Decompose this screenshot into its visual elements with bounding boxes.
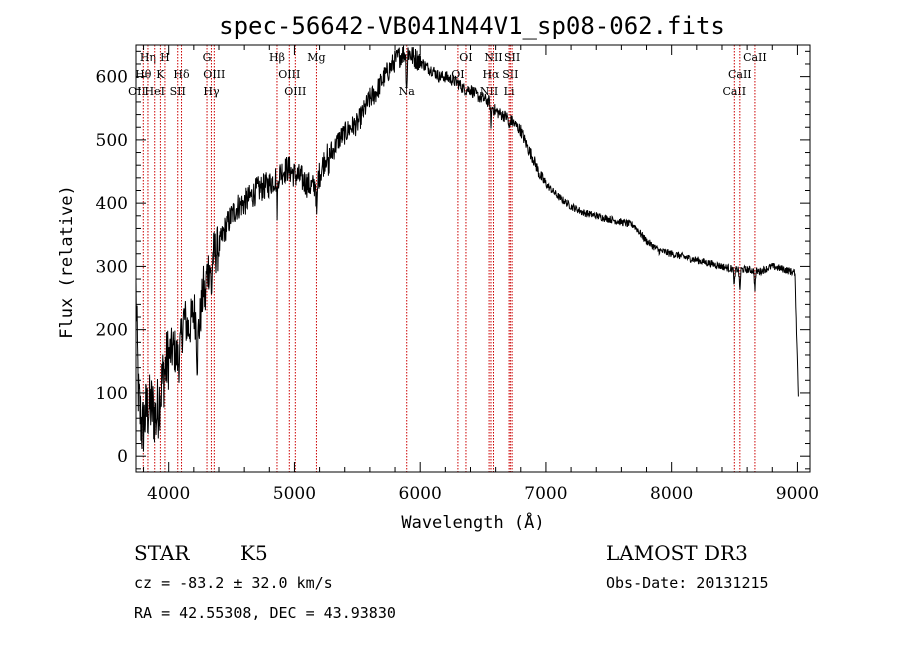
spectral-line-label: SII [504,51,520,64]
spectral-line-label: OII [128,85,146,98]
spectral-line-label: CaII [722,85,746,98]
y-tick-label: 300 [96,257,128,277]
axis-ticks: 4000 5000 6000 7000 8000 9000 0 100 200 300 400 500… [96,45,819,504]
spectral-line-label: H [160,51,170,64]
x-tick-label: 9000 [776,484,819,504]
spectral-line-label: Hβ [269,51,285,64]
observation-date: Obs-Date: 20131215 [606,574,769,592]
y-tick-label: 0 [117,447,128,467]
sky-coordinates: RA = 42.55308, DEC = 43.93830 [134,604,396,622]
spectral-line-label: G [203,51,212,64]
y-tick-label: 600 [96,68,128,88]
chart-title: spec-56642-VB041N44V1_sp08-062.fits [219,12,725,40]
spectral-line-label: OIII [284,85,306,98]
spectral-line-label: SII [170,85,186,98]
spectral-line-label: Hγ [203,85,220,98]
spectral-line-label: Li [504,85,515,98]
spectral-line-label: NII [484,51,502,64]
y-tick-label: 500 [96,131,128,151]
spectral-line-label: OIII [278,68,300,81]
spectral-line-label: CaII [743,51,767,64]
spectral-line-label: OI [459,51,472,64]
spectral-line-label: Hδ [173,68,190,81]
spectral-line-label: Hα [482,68,500,81]
spectral-line-label: Mg [307,51,325,64]
spectral-line-label: K [156,68,165,81]
spectral-line-label: OI [451,68,464,81]
x-tick-label: 4000 [147,484,190,504]
spectral-line-label: Hη [140,51,156,64]
spectral-line-markers: OII Hθ Hη HeI KH SII Hδ G Hγ OIII Hβ OIII OIII Mg Na OI… [128,45,767,472]
spectrum-line [135,45,799,452]
plot-frame [135,44,811,473]
spectral-line-label: HeI [145,85,165,98]
spectral-line-label: CaII [728,68,752,81]
spectrum-series [135,45,799,452]
object-subclass: K5 [240,541,268,565]
spectral-line-label: SII [502,68,518,81]
y-tick-label: 400 [96,194,128,214]
object-class: STAR [134,541,190,565]
spectral-line-label: Na [399,85,416,98]
x-axis-label: Wavelength (Å) [401,511,544,533]
x-tick-label: 6000 [399,484,442,504]
x-tick-label: 7000 [524,484,567,504]
spectral-line-label: Hθ [135,68,152,81]
x-tick-label: 8000 [650,484,693,504]
survey-name: LAMOST DR3 [606,541,748,565]
spectral-line-label: OIII [203,68,225,81]
y-tick-label: 200 [96,321,128,341]
y-tick-label: 100 [96,384,128,404]
y-axis-label: Flux (relative) [57,185,77,339]
x-tick-label: 5000 [273,484,316,504]
redshift-velocity: cz = -83.2 ± 32.0 km/s [134,574,333,592]
